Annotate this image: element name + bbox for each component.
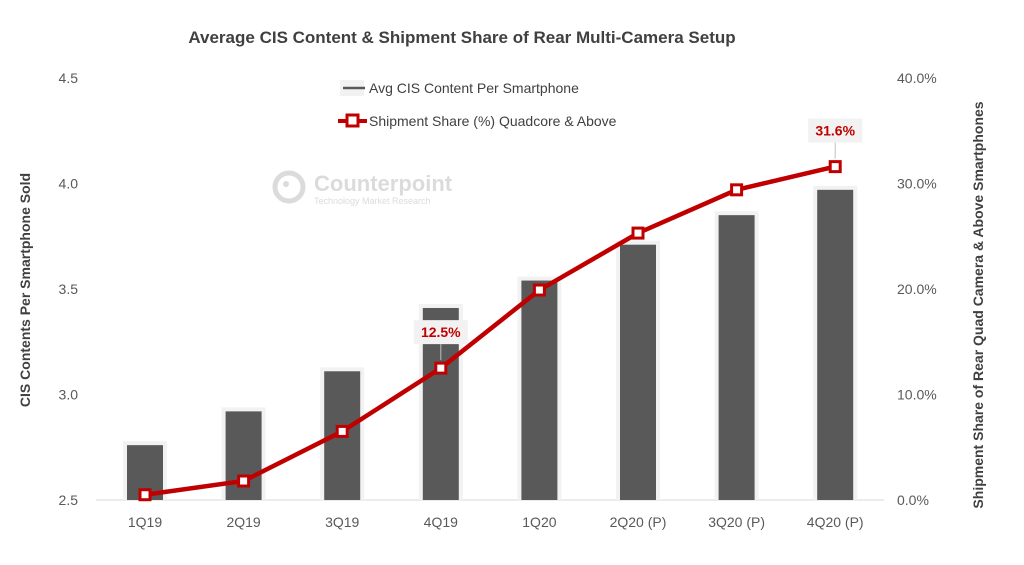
legend: Avg CIS Content Per Smartphone Shipment …	[338, 80, 617, 129]
y2-tick-label: 0.0%	[897, 492, 929, 508]
x-tick-label: 1Q20	[522, 514, 556, 530]
bar-2Q20 (P)	[620, 244, 656, 500]
line-point-4Q20 (P)	[828, 160, 842, 174]
line-point-1Q20	[532, 283, 546, 297]
x-tick-label: 1Q19	[128, 514, 162, 530]
y-axis-label: CIS Contents Per Smartphone Sold	[17, 173, 33, 407]
data-label-bg	[413, 320, 468, 345]
x-tick-label: 4Q19	[424, 514, 458, 530]
x-tick-label: 3Q20 (P)	[708, 514, 765, 530]
watermark: Counterpoint Technology Market Research	[272, 170, 453, 206]
y2-tick-label: 20.0%	[897, 281, 937, 297]
bar-4Q20 (P)	[817, 189, 854, 500]
line-point-2Q20 (P)	[631, 226, 645, 240]
line-point-4Q19	[434, 361, 448, 375]
y2-tick-label: 40.0%	[897, 70, 937, 86]
data-label: 31.6%	[815, 123, 855, 139]
x-tick-label: 4Q20 (P)	[807, 514, 864, 530]
line-point-1Q19	[138, 488, 152, 502]
bar-1Q20	[521, 280, 558, 500]
y-tick-label: 4.5	[59, 70, 79, 86]
data-label-bg	[808, 118, 863, 143]
svg-text:Counterpoint: Counterpoint	[314, 171, 453, 196]
line-point-3Q19	[335, 424, 349, 438]
x-tick-label: 3Q19	[325, 514, 359, 530]
y2-tick-label: 30.0%	[897, 176, 937, 192]
line-point-3Q20 (P)	[730, 183, 744, 197]
y-tick-label: 4.0	[59, 176, 79, 192]
legend-label-line: Shipment Share (%) Quadcore & Above	[369, 113, 617, 129]
y2-axis-label: Shipment Share of Rear Quad Camera & Abo…	[970, 101, 986, 508]
y-tick-label: 2.5	[59, 492, 79, 508]
line-point-2Q19	[237, 474, 251, 488]
legend-label-bars: Avg CIS Content Per Smartphone	[369, 80, 579, 96]
x-tick-label: 2Q19	[226, 514, 260, 530]
chart-title: Average CIS Content & Shipment Share of …	[188, 28, 735, 47]
y2-tick-label: 10.0%	[897, 387, 937, 403]
shipment-share-line	[144, 164, 836, 497]
y-tick-label: 3.0	[59, 387, 79, 403]
data-label: 12.5%	[421, 324, 461, 340]
y-tick-label: 3.5	[59, 281, 79, 297]
svg-text:Technology Market Research: Technology Market Research	[314, 196, 431, 206]
x-tick-label: 2Q20 (P)	[610, 514, 667, 530]
bar-3Q20 (P)	[718, 215, 755, 500]
